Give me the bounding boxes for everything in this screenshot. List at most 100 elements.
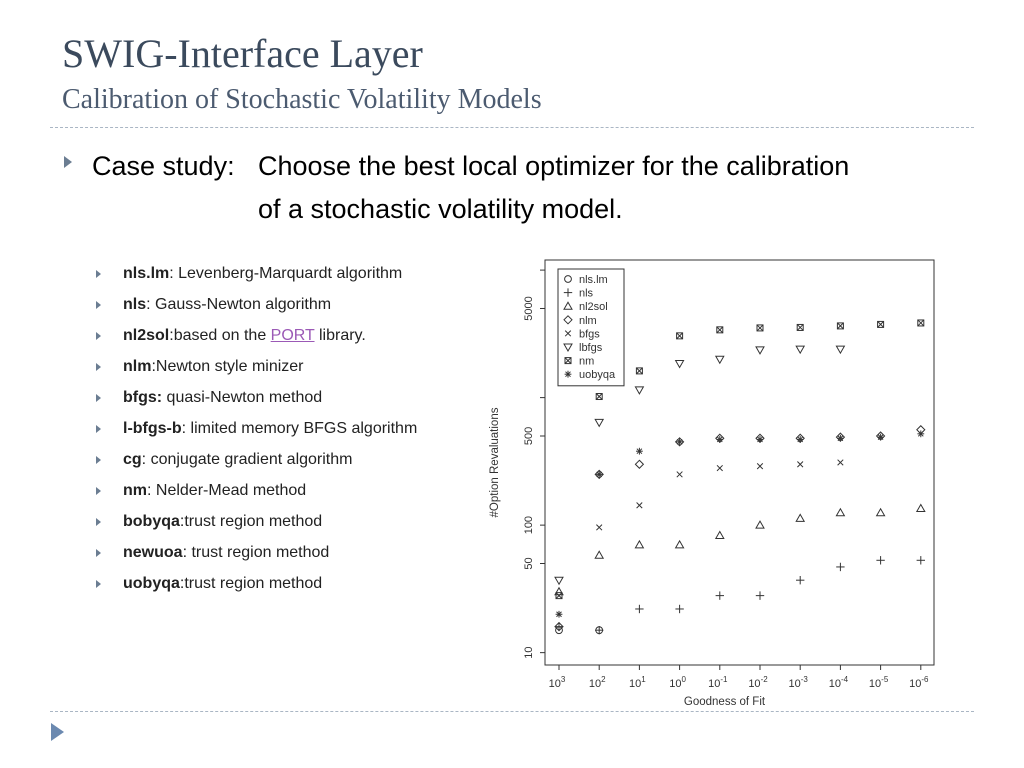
marker-triangle-down [755, 346, 765, 355]
data-point [756, 436, 764, 443]
slide-subtitle: Calibration of Stochastic Volatility Mod… [62, 84, 542, 115]
marker-square [917, 319, 925, 327]
list-item: l-bfgs-b: limited memory BFGS algorithm [96, 418, 417, 449]
list-item: uobyqa:trust region method [96, 573, 417, 604]
data-point [755, 520, 765, 529]
data-point [715, 591, 724, 600]
separator: : [181, 420, 187, 437]
x-tick-label: 101 [629, 675, 646, 690]
marker-stroke [797, 461, 804, 468]
data-point [555, 610, 563, 618]
y-axis: 10 50 100 500 5000 #Option Revaluations [489, 269, 545, 659]
main-bullet-lead: Case study: [92, 151, 235, 181]
data-point [796, 323, 804, 331]
legend-marker [563, 343, 573, 353]
y-tick-label: 100 [523, 516, 535, 534]
legend-marker [564, 330, 572, 337]
port-link[interactable]: PORT [270, 327, 315, 344]
x-tick-label: 10-3 [789, 675, 809, 690]
marker-stroke [676, 332, 683, 340]
y-tick-label: 500 [523, 427, 535, 445]
optimizer-name: nm [123, 482, 147, 499]
separator: : [182, 544, 188, 561]
optimizer-description: trust region method [187, 544, 330, 561]
main-bullet-text: Case study: Choose the best local optimiz… [92, 145, 972, 231]
marker-stroke [564, 357, 572, 364]
list-item: nm: Nelder-Mead method [96, 480, 417, 511]
marker-diamond [594, 469, 604, 480]
series-lbfgs [554, 345, 846, 586]
marker-stroke [596, 471, 603, 478]
series-nm [555, 319, 925, 600]
data-point [875, 507, 886, 517]
data-point [837, 459, 844, 466]
separator: : [179, 513, 185, 530]
marker-triangle-down [594, 418, 605, 428]
marker-stroke [636, 367, 643, 375]
optimizer-name: nls.lm [123, 265, 170, 282]
optimizer-description: Newton style minizer [155, 358, 304, 375]
marker-triangle [674, 539, 685, 549]
legend-marker [564, 357, 572, 365]
x-tick-label: 10-2 [748, 675, 768, 690]
series-uobyqa [555, 430, 925, 618]
marker-square [595, 393, 603, 401]
legend-label: nm [579, 356, 594, 368]
marker-triangle [755, 520, 765, 529]
optimizer-name: bfgs: [123, 389, 163, 406]
marker-triangle [714, 530, 725, 539]
marker-square [716, 326, 724, 334]
marker-triangle [835, 507, 846, 517]
footer-divider [50, 711, 974, 712]
data-point [796, 436, 804, 443]
marker-triangle [795, 513, 806, 522]
marker-triangle [563, 301, 573, 310]
sub-bullet-arrow-icon [96, 394, 101, 402]
data-point [714, 530, 725, 539]
optimizer-name: nl2sol [123, 327, 170, 344]
optimizer-description: Gauss-Newton algorithm [150, 296, 332, 313]
marker-triangle-down [835, 345, 846, 355]
sub-bullet-arrow-icon [96, 518, 101, 526]
marker-stroke [796, 324, 804, 331]
main-bullet-line2: of a stochastic volatility model. [258, 194, 623, 224]
optimizer-list: nls.lm: Levenberg-Marquardt algorithm nl… [96, 263, 417, 604]
legend-label: nls [579, 288, 594, 300]
legend-marker [563, 301, 573, 310]
marker-stroke [565, 371, 571, 378]
data-point [835, 345, 846, 355]
marker-triangle-down [714, 355, 725, 365]
marker-diamond [563, 315, 573, 325]
marker-square [555, 592, 563, 600]
data-point [797, 461, 804, 468]
next-slide-arrow-icon[interactable] [51, 723, 64, 741]
optimizer-name: uobyqa [123, 575, 180, 592]
x-tick-label: 103 [549, 675, 566, 690]
marker-diamond [554, 621, 564, 632]
marker-triangle-down [674, 360, 685, 369]
data-point [636, 447, 643, 455]
data-point [796, 575, 805, 585]
data-point [836, 562, 845, 572]
optimizer-name: newuoa [123, 544, 183, 561]
marker-square [635, 367, 643, 375]
separator: : [169, 265, 174, 282]
data-point [554, 621, 564, 632]
data-point [877, 320, 885, 328]
marker-stroke [555, 592, 563, 599]
x-tick-label: 10-5 [869, 675, 889, 690]
data-point [915, 503, 926, 513]
series-nlm [554, 425, 926, 632]
marker-triangle-down [634, 386, 645, 395]
legend-marker [563, 315, 573, 325]
legend-marker [564, 275, 572, 283]
data-point [594, 550, 605, 559]
sub-bullet-arrow-icon [96, 549, 101, 557]
main-bullet-line1: Choose the best local optimizer for the … [258, 151, 850, 181]
legend-label: lbfgs [579, 342, 603, 354]
y-tick-label: 5000 [523, 296, 535, 320]
marker-stroke [917, 319, 925, 327]
optimizer-description: quasi-Newton method [162, 389, 323, 406]
data-point [554, 586, 564, 596]
data-point [554, 576, 564, 586]
